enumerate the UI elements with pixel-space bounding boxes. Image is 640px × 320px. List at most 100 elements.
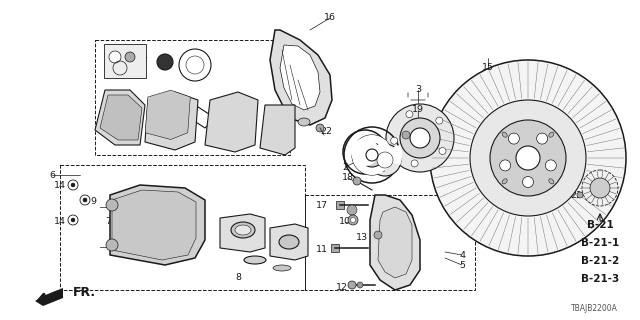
Text: B-21: B-21 bbox=[587, 220, 613, 230]
Circle shape bbox=[157, 54, 173, 70]
Text: 17: 17 bbox=[316, 201, 328, 210]
Ellipse shape bbox=[231, 222, 255, 238]
Text: 21: 21 bbox=[570, 190, 582, 199]
Circle shape bbox=[411, 160, 418, 167]
Ellipse shape bbox=[273, 265, 291, 271]
Circle shape bbox=[439, 148, 446, 155]
Ellipse shape bbox=[244, 256, 266, 264]
Circle shape bbox=[68, 180, 78, 190]
Ellipse shape bbox=[548, 132, 554, 137]
Circle shape bbox=[71, 218, 75, 222]
Circle shape bbox=[109, 51, 121, 63]
Text: 13: 13 bbox=[356, 234, 368, 243]
Circle shape bbox=[83, 198, 87, 202]
Text: 9: 9 bbox=[90, 197, 96, 206]
Polygon shape bbox=[378, 207, 412, 278]
Circle shape bbox=[406, 111, 413, 118]
Text: 14: 14 bbox=[54, 180, 66, 189]
Circle shape bbox=[522, 177, 534, 188]
Ellipse shape bbox=[502, 132, 508, 137]
Circle shape bbox=[352, 135, 392, 175]
Polygon shape bbox=[260, 105, 295, 155]
Text: 20: 20 bbox=[374, 165, 386, 174]
Circle shape bbox=[366, 149, 378, 161]
Circle shape bbox=[470, 100, 586, 216]
Circle shape bbox=[369, 144, 401, 176]
Text: TBAJB2200A: TBAJB2200A bbox=[571, 304, 618, 313]
Polygon shape bbox=[100, 95, 142, 140]
Circle shape bbox=[377, 152, 393, 168]
Text: 1: 1 bbox=[142, 51, 148, 60]
Text: 10: 10 bbox=[339, 218, 351, 227]
Polygon shape bbox=[280, 45, 320, 110]
Text: 5: 5 bbox=[459, 260, 465, 269]
Circle shape bbox=[590, 178, 610, 198]
Polygon shape bbox=[35, 288, 63, 306]
Polygon shape bbox=[145, 92, 198, 150]
Circle shape bbox=[500, 160, 511, 171]
Circle shape bbox=[71, 183, 75, 187]
Circle shape bbox=[490, 120, 566, 196]
Circle shape bbox=[430, 60, 626, 256]
Ellipse shape bbox=[235, 225, 251, 235]
Text: 15: 15 bbox=[482, 63, 494, 73]
Circle shape bbox=[536, 133, 548, 144]
Circle shape bbox=[353, 177, 361, 185]
Text: 18: 18 bbox=[342, 173, 354, 182]
Text: 3: 3 bbox=[415, 85, 421, 94]
Wedge shape bbox=[365, 140, 389, 164]
Circle shape bbox=[390, 137, 397, 144]
Circle shape bbox=[351, 138, 379, 166]
Ellipse shape bbox=[548, 179, 554, 184]
Text: 7: 7 bbox=[105, 218, 111, 227]
Circle shape bbox=[106, 239, 118, 251]
Circle shape bbox=[410, 128, 430, 148]
Text: 4: 4 bbox=[459, 251, 465, 260]
Circle shape bbox=[357, 282, 363, 288]
Ellipse shape bbox=[502, 179, 508, 184]
Text: 8: 8 bbox=[235, 273, 241, 282]
Text: B-21-1: B-21-1 bbox=[581, 238, 619, 248]
Polygon shape bbox=[112, 190, 196, 260]
Text: B-21-2: B-21-2 bbox=[581, 256, 619, 266]
Circle shape bbox=[186, 56, 204, 74]
Circle shape bbox=[360, 143, 384, 167]
Circle shape bbox=[436, 117, 443, 124]
Polygon shape bbox=[370, 195, 420, 290]
Circle shape bbox=[351, 218, 355, 222]
Text: 12: 12 bbox=[336, 283, 348, 292]
Text: 22: 22 bbox=[320, 127, 332, 137]
Text: 14: 14 bbox=[54, 218, 66, 227]
Circle shape bbox=[516, 146, 540, 170]
Circle shape bbox=[402, 131, 410, 139]
Polygon shape bbox=[270, 224, 308, 260]
Polygon shape bbox=[270, 30, 332, 125]
Circle shape bbox=[348, 215, 358, 225]
Text: 19: 19 bbox=[412, 106, 424, 115]
Polygon shape bbox=[145, 90, 190, 140]
Circle shape bbox=[577, 192, 583, 198]
Wedge shape bbox=[372, 145, 402, 165]
Circle shape bbox=[582, 170, 618, 206]
Polygon shape bbox=[110, 185, 205, 265]
Circle shape bbox=[374, 231, 382, 239]
Bar bbox=[336, 201, 344, 209]
Polygon shape bbox=[205, 92, 258, 152]
Circle shape bbox=[545, 160, 556, 171]
Circle shape bbox=[347, 205, 357, 215]
Bar bbox=[104, 44, 146, 78]
Circle shape bbox=[316, 124, 324, 132]
Circle shape bbox=[106, 199, 118, 211]
Circle shape bbox=[80, 195, 90, 205]
Bar bbox=[331, 244, 339, 252]
Circle shape bbox=[348, 281, 356, 289]
Circle shape bbox=[68, 215, 78, 225]
Polygon shape bbox=[95, 90, 145, 145]
Text: 16: 16 bbox=[324, 13, 336, 22]
Text: FR.: FR. bbox=[73, 286, 96, 300]
Circle shape bbox=[386, 104, 454, 172]
Circle shape bbox=[508, 133, 520, 144]
Text: 2: 2 bbox=[342, 163, 348, 172]
Wedge shape bbox=[352, 135, 392, 175]
Text: B-21-3: B-21-3 bbox=[581, 274, 619, 284]
